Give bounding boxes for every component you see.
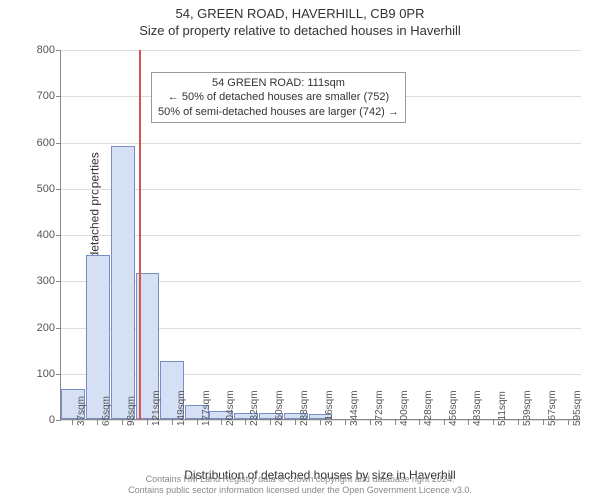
xtick-label: 316sqm bbox=[324, 390, 335, 426]
ytick-label: 700 bbox=[25, 90, 55, 102]
xtick-mark bbox=[172, 420, 173, 425]
xtick-label: 260sqm bbox=[274, 390, 285, 426]
footer-line-2: Contains public sector information licen… bbox=[0, 485, 600, 496]
xtick-mark bbox=[568, 420, 569, 425]
xtick-mark bbox=[197, 420, 198, 425]
xtick-mark bbox=[221, 420, 222, 425]
xtick-label: 511sqm bbox=[497, 391, 508, 426]
annotation-line: 50% of semi-detached houses are larger (… bbox=[158, 105, 399, 119]
xtick-label: 121sqm bbox=[151, 390, 162, 426]
xtick-label: 372sqm bbox=[374, 390, 385, 426]
xtick-label: 232sqm bbox=[249, 390, 260, 426]
ytick-mark bbox=[56, 281, 61, 282]
xtick-label: 400sqm bbox=[399, 390, 410, 426]
xtick-mark bbox=[245, 420, 246, 425]
ytick-label: 400 bbox=[25, 229, 55, 241]
xtick-mark bbox=[270, 420, 271, 425]
chart-area: Number of detached properties 54 GREEN R… bbox=[60, 50, 580, 420]
ytick-mark bbox=[56, 420, 61, 421]
ytick-label: 100 bbox=[25, 368, 55, 380]
plot-region: 54 GREEN ROAD: 111sqm← 50% of detached h… bbox=[60, 50, 580, 420]
xtick-label: 204sqm bbox=[225, 390, 236, 426]
annotation-line: ← 50% of detached houses are smaller (75… bbox=[158, 90, 399, 104]
xtick-label: 595sqm bbox=[572, 390, 583, 426]
annotation-line: 54 GREEN ROAD: 111sqm bbox=[158, 76, 399, 90]
xtick-label: 65sqm bbox=[101, 396, 112, 426]
ytick-label: 0 bbox=[25, 414, 55, 426]
xtick-label: 428sqm bbox=[423, 390, 434, 426]
xtick-label: 177sqm bbox=[201, 390, 212, 426]
ytick-mark bbox=[56, 235, 61, 236]
ytick-mark bbox=[56, 50, 61, 51]
xtick-mark bbox=[295, 420, 296, 425]
xtick-mark bbox=[147, 420, 148, 425]
annotation-box: 54 GREEN ROAD: 111sqm← 50% of detached h… bbox=[151, 72, 406, 123]
xtick-mark bbox=[345, 420, 346, 425]
ytick-mark bbox=[56, 189, 61, 190]
chart-container: 54, GREEN ROAD, HAVERHILL, CB9 0PR Size … bbox=[0, 0, 600, 500]
address-title: 54, GREEN ROAD, HAVERHILL, CB9 0PR bbox=[0, 0, 600, 21]
xtick-label: 483sqm bbox=[472, 390, 483, 426]
footer-attribution: Contains HM Land Registry data © Crown c… bbox=[0, 474, 600, 496]
xtick-label: 37sqm bbox=[76, 396, 87, 426]
xtick-mark bbox=[543, 420, 544, 425]
xtick-label: 539sqm bbox=[522, 390, 533, 426]
xtick-mark bbox=[493, 420, 494, 425]
footer-line-1: Contains HM Land Registry data © Crown c… bbox=[0, 474, 600, 485]
chart-subtitle: Size of property relative to detached ho… bbox=[0, 21, 600, 38]
xtick-mark bbox=[518, 420, 519, 425]
ytick-mark bbox=[56, 143, 61, 144]
xtick-mark bbox=[370, 420, 371, 425]
marker-line bbox=[139, 50, 141, 420]
ytick-mark bbox=[56, 96, 61, 97]
xtick-mark bbox=[444, 420, 445, 425]
ytick-label: 500 bbox=[25, 183, 55, 195]
ytick-mark bbox=[56, 328, 61, 329]
xtick-mark bbox=[97, 420, 98, 425]
xtick-label: 456sqm bbox=[448, 390, 459, 426]
xtick-mark bbox=[395, 420, 396, 425]
ytick-label: 800 bbox=[25, 44, 55, 56]
xtick-mark bbox=[468, 420, 469, 425]
xtick-label: 567sqm bbox=[547, 390, 558, 426]
histogram-bar bbox=[86, 255, 110, 419]
xtick-label: 288sqm bbox=[299, 390, 310, 426]
xtick-label: 344sqm bbox=[349, 390, 360, 426]
xtick-mark bbox=[419, 420, 420, 425]
xtick-mark bbox=[72, 420, 73, 425]
ytick-mark bbox=[56, 374, 61, 375]
ytick-label: 300 bbox=[25, 275, 55, 287]
ytick-label: 200 bbox=[25, 322, 55, 334]
xtick-label: 149sqm bbox=[176, 390, 187, 426]
xtick-label: 93sqm bbox=[126, 396, 137, 426]
histogram-bar bbox=[111, 146, 135, 419]
xtick-mark bbox=[122, 420, 123, 425]
ytick-label: 600 bbox=[25, 137, 55, 149]
xtick-mark bbox=[320, 420, 321, 425]
